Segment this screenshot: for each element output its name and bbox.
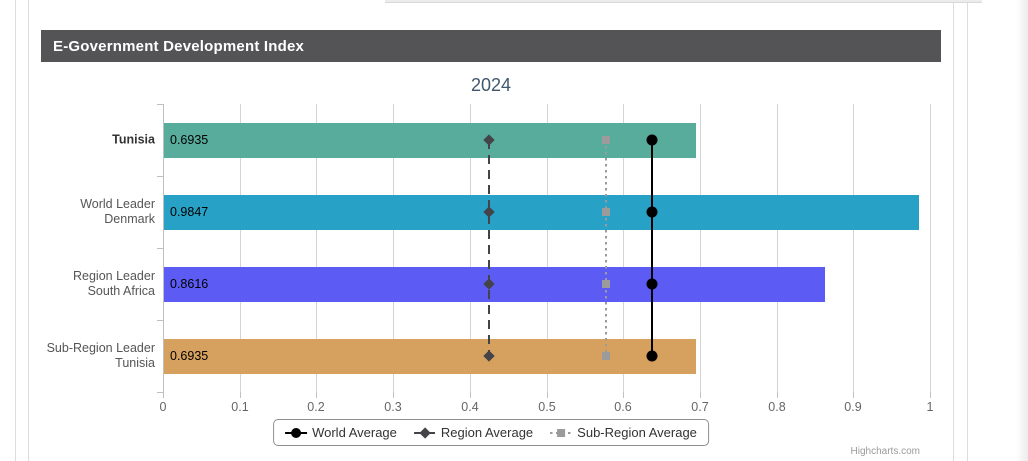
square-marker-sub-region-average[interactable] (602, 352, 611, 360)
bar-tunisia[interactable]: 0.6935 (164, 339, 696, 374)
x-axis-label: 0.4 (461, 400, 479, 414)
square-marker-sub-region-average[interactable] (602, 208, 611, 216)
square-marker-sub-region-average[interactable] (602, 136, 611, 144)
x-axis-tick (853, 392, 854, 398)
x-axis-label: 0.5 (538, 400, 556, 414)
bar-tunisia[interactable]: 0.6935 (164, 123, 696, 158)
value-label: 0.6935 (170, 133, 209, 147)
legend: World Average Region Average Sub-Region … (273, 419, 709, 446)
category-label: Tunisia (112, 132, 155, 147)
gridline (547, 104, 548, 392)
category-label: Region Leader South Africa (72, 269, 155, 298)
legend-label: World Average (312, 425, 397, 440)
legend-item-world-average[interactable]: World Average (285, 425, 397, 440)
category-axis-tick (157, 248, 163, 249)
value-label: 0.6935 (170, 349, 209, 363)
category-label: World Leader Denmark (80, 197, 155, 226)
x-axis-label: 0 (159, 400, 167, 414)
highcharts-credits[interactable]: Highcharts.com (850, 446, 920, 457)
x-axis-label: 0.1 (231, 400, 249, 414)
category-axis-tick (157, 104, 163, 105)
legend-label: Sub-Region Average (577, 425, 697, 440)
x-axis-label: 0.2 (307, 400, 325, 414)
gridline (623, 104, 624, 392)
x-axis-tick (470, 392, 471, 398)
x-axis-label: 1 (926, 400, 934, 414)
circle-marker-world-average[interactable] (646, 206, 658, 218)
value-label: 0.8616 (170, 277, 209, 291)
x-axis-tick (240, 392, 241, 398)
panel-border-left-outer (15, 0, 16, 461)
chart-title: 2024 (470, 75, 512, 95)
category-axis-line (163, 104, 164, 392)
cropped-element-top (385, 0, 982, 3)
gridline (470, 104, 471, 392)
category-axis-tick (157, 392, 163, 393)
x-axis-tick (163, 392, 164, 398)
bar-south-africa[interactable]: 0.8616 (164, 267, 825, 302)
ref-line-region-average (487, 140, 490, 356)
category-label: Sub-Region Leader Tunisia (46, 341, 155, 370)
x-axis-label: 0.3 (384, 400, 402, 414)
page-edge-shadow (1016, 0, 1028, 461)
gridline (853, 104, 854, 392)
gridline (700, 104, 701, 392)
panel-header: E-Government Development Index (41, 30, 941, 62)
x-axis-label: 0.8 (768, 400, 786, 414)
x-axis-label: 0.9 (844, 400, 862, 414)
panel-border-left-inner (28, 0, 29, 461)
legend-item-region-average[interactable]: Region Average (413, 425, 534, 440)
square-marker-sub-region-average[interactable] (602, 280, 611, 288)
gridline (240, 104, 241, 392)
gridline (777, 104, 778, 392)
x-axis-tick (777, 392, 778, 398)
category-axis-tick (157, 176, 163, 177)
x-axis-label: 0.6 (614, 400, 632, 414)
x-axis-tick (623, 392, 624, 398)
x-axis-tick (547, 392, 548, 398)
value-label: 0.9847 (170, 205, 209, 219)
gridline (930, 104, 931, 392)
panel-border-right-inner (953, 0, 954, 461)
legend-label: Region Average (440, 425, 534, 440)
x-axis-label: 0.7 (691, 400, 709, 414)
x-axis-tick (930, 392, 931, 398)
circle-marker-world-average[interactable] (646, 134, 658, 146)
category-axis-tick (157, 320, 163, 321)
gridline (393, 104, 394, 392)
x-axis-tick (316, 392, 317, 398)
ref-line-world-average (651, 140, 654, 356)
circle-marker-world-average[interactable] (646, 350, 658, 362)
region-average-marker-icon (413, 426, 436, 439)
egdi-chart: 2024 0.6935 0.9847 0.8616 0.6935 World Aver… (41, 62, 941, 461)
world-average-marker-icon (285, 427, 308, 439)
ref-line-sub-region-average (605, 140, 608, 356)
circle-marker-world-average[interactable] (646, 278, 658, 290)
bar-denmark[interactable]: 0.9847 (164, 195, 919, 230)
panel-title: E-Government Development Index (53, 37, 305, 55)
panel-border-right-outer (967, 0, 968, 461)
sub-region-average-marker-icon (550, 427, 573, 439)
x-axis-tick (393, 392, 394, 398)
gridline (316, 104, 317, 392)
x-axis-tick (700, 392, 701, 398)
legend-item-sub-region-average[interactable]: Sub-Region Average (550, 425, 697, 440)
plot-area: 0.6935 0.9847 0.8616 0.6935 (157, 104, 931, 398)
